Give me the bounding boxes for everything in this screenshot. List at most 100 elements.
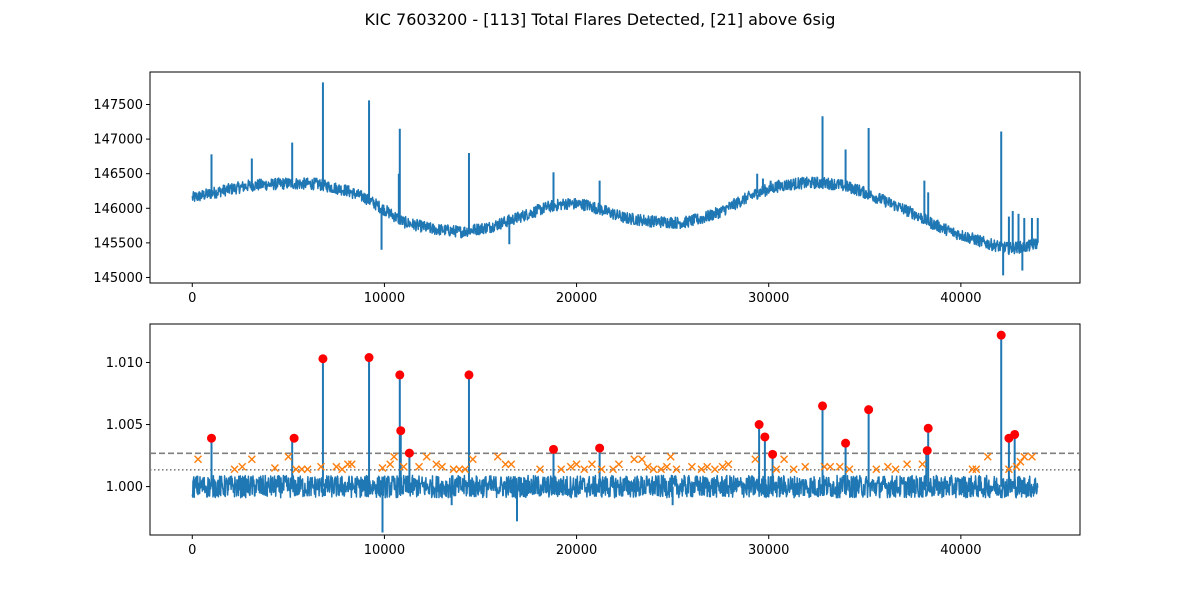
flare-6sig-marker: [318, 354, 328, 364]
flare-6sig-marker: [864, 405, 874, 415]
candidate-marker: [891, 465, 900, 474]
candidate-marker: [724, 460, 733, 469]
series-line: [191, 176, 1039, 256]
candidate-marker: [801, 462, 810, 471]
candidate-marker: [292, 465, 301, 474]
candidate-marker: [572, 460, 581, 469]
candidate-marker: [270, 463, 279, 472]
candidate-marker: [883, 462, 892, 471]
x-tick-label: 0: [188, 543, 196, 558]
y-tick-label: 1.005: [106, 418, 143, 433]
candidate-marker: [835, 462, 844, 471]
candidate-marker: [718, 462, 727, 471]
candidate-marker: [390, 452, 399, 461]
candidate-marker: [297, 465, 306, 474]
candidate-marker: [703, 462, 712, 471]
x-tick-label: 40000: [940, 543, 981, 558]
candidate-marker: [903, 460, 912, 469]
flare-6sig-marker: [289, 433, 299, 443]
y-tick-label: 1.000: [106, 480, 143, 495]
flare-6sig-marker: [768, 449, 778, 459]
x-tick-label: 40000: [940, 291, 981, 306]
candidate-marker: [649, 465, 658, 474]
series-line: [191, 474, 1039, 499]
x-tick-label: 0: [188, 291, 196, 306]
candidate-marker: [972, 465, 981, 474]
flare-6sig-marker: [396, 426, 406, 436]
candidate-marker: [461, 465, 470, 474]
candidate-marker: [687, 462, 696, 471]
candidate-marker: [247, 455, 256, 464]
y-tick-label: 147500: [93, 98, 143, 113]
candidate-marker: [432, 460, 441, 469]
candidate-marker: [789, 465, 798, 474]
flare-6sig-marker: [841, 438, 851, 448]
candidate-marker: [399, 462, 408, 471]
candidate-marker: [194, 455, 203, 464]
flare-6sig-marker: [395, 370, 405, 380]
candidate-marker: [710, 465, 719, 474]
x-tick-label: 10000: [364, 291, 405, 306]
candidate-marker: [1020, 452, 1029, 461]
candidate-marker: [238, 462, 247, 471]
flare-6sig-marker: [404, 448, 414, 458]
candidate-marker: [918, 460, 927, 469]
y-tick-label: 146000: [93, 202, 143, 217]
y-tick-label: 145000: [93, 271, 143, 286]
y-tick-label: 147000: [93, 133, 143, 148]
flare-6sig-marker: [760, 432, 770, 442]
flare-6sig-marker: [364, 353, 374, 363]
candidate-marker: [580, 465, 589, 474]
candidate-marker: [845, 465, 854, 474]
bottom-panel-normalized-flux: 0 10000 20000 30000 40000 1.000 1.005 1.010: [106, 323, 1081, 558]
candidate-marker: [587, 460, 596, 469]
candidate-marker: [657, 465, 666, 474]
x-tick-label: 30000: [748, 291, 789, 306]
candidate-marker: [597, 465, 606, 474]
flare-6sig-marker: [206, 433, 216, 443]
candidate-marker: [780, 455, 789, 464]
candidate-marker: [501, 460, 510, 469]
candidate-marker: [643, 462, 652, 471]
x-tick-label: 20000: [556, 543, 597, 558]
flare-6sig-marker: [549, 444, 559, 454]
y-tick-label: 145500: [93, 236, 143, 251]
candidate-marker: [378, 463, 387, 472]
axes-frame: [149, 71, 1081, 284]
axes-frame: [149, 323, 1081, 536]
candidate-marker: [415, 462, 424, 471]
candidate-marker: [614, 460, 623, 469]
figure-title: KIC 7603200 - [113] Total Flares Detecte…: [364, 10, 836, 29]
candidate-marker: [826, 462, 835, 471]
candidate-marker: [438, 462, 447, 471]
candidate-marker: [468, 455, 477, 464]
flare-6sig-marker: [923, 423, 933, 433]
x-tick-label: 10000: [364, 543, 405, 558]
candidate-marker: [872, 465, 881, 474]
candidate-marker: [455, 465, 464, 474]
x-tick-label: 20000: [556, 291, 597, 306]
candidate-marker: [672, 465, 681, 474]
candidate-marker: [386, 460, 395, 469]
candidate-marker: [536, 465, 545, 474]
y-tick-label: 1.010: [106, 356, 143, 371]
flare-6sig-marker: [922, 446, 932, 456]
flare-6sig-marker: [818, 401, 828, 411]
x-tick-label: 30000: [748, 543, 789, 558]
flare-6sig-marker: [1010, 429, 1020, 439]
top-panel-lightcurve: 0 10000 20000 30000 40000 145000 145500 146000 1…: [93, 71, 1081, 306]
y-tick-label: 146500: [93, 167, 143, 182]
candidate-marker: [422, 452, 431, 461]
flare-6sig-marker: [996, 330, 1006, 340]
candidate-marker: [1027, 452, 1036, 461]
candidate-marker: [557, 465, 566, 474]
candidate-marker: [449, 465, 458, 474]
candidate-marker: [666, 452, 675, 461]
candidate-marker: [343, 460, 352, 469]
flare-6sig-marker: [595, 443, 605, 453]
candidate-marker: [230, 465, 239, 474]
candidate-marker: [317, 462, 326, 471]
candidate-marker: [347, 460, 356, 469]
candidate-marker: [284, 452, 293, 461]
